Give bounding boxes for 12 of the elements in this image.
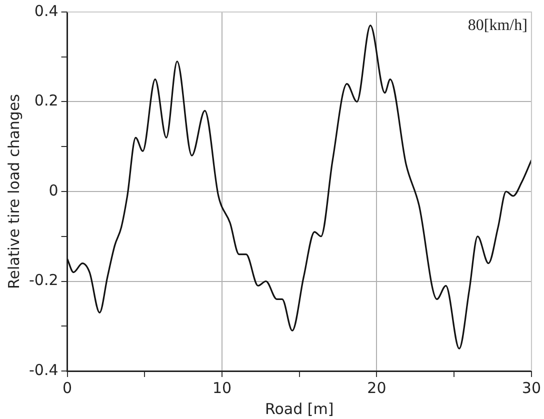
y-tick-label: -0.4 [28, 360, 58, 379]
x-tick-label: 30 [522, 378, 542, 397]
y-tick-label: -0.2 [28, 271, 58, 290]
x-tick-label: 20 [367, 378, 386, 397]
x-tick-label: 10 [212, 378, 232, 397]
y-axis-title: Relative tire load changes [4, 94, 23, 289]
y-tick-label: 0.2 [34, 92, 58, 110]
x-axis-title: Road [m] [264, 400, 334, 418]
annotation: 80[km/h] [468, 17, 528, 34]
y-tick-label: 0 [48, 181, 58, 200]
y-tick-label: 0.4 [34, 2, 58, 20]
x-tick-label: 0 [62, 378, 72, 397]
